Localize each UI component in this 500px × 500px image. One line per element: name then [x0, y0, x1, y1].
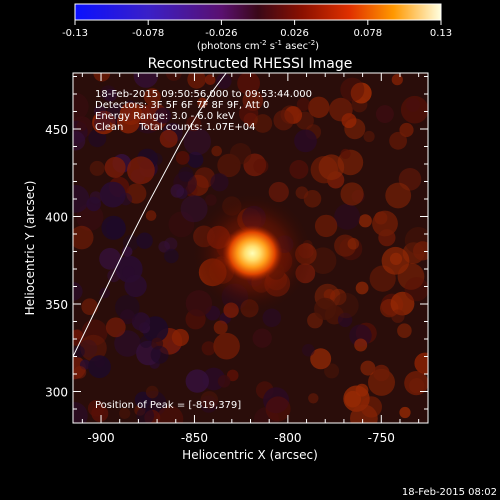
- y-tick-label: 450: [45, 123, 68, 137]
- colorbar-tick-label: 0.13: [430, 28, 452, 39]
- x-tick-label: -750: [368, 431, 395, 445]
- colorbar-tick-label: 0.078: [353, 28, 382, 39]
- annotation-line: Clean Total counts: 1.07E+04: [95, 122, 255, 133]
- colorbar-tick-label: 0.026: [280, 28, 309, 39]
- x-tick-label: -900: [87, 431, 114, 445]
- x-axis-label: Heliocentric X (arcsec): [182, 448, 318, 462]
- x-axis-ticks: -900 -850 -800 -750: [81, 73, 420, 445]
- y-tick-label: 300: [45, 386, 68, 400]
- y-axis-ticks: 300 350 400 450: [45, 76, 428, 410]
- x-tick-label: -850: [181, 431, 208, 445]
- chart-title: Reconstructed RHESSI Image: [148, 56, 353, 72]
- y-axis-label: Heliocentric Y (arcsec): [23, 181, 37, 316]
- peak-position-label: Position of Peak = [-819,379]: [95, 400, 241, 411]
- footer-timestamp: 18-Feb-2015 08:02: [402, 487, 497, 498]
- y-tick-label: 400: [45, 211, 68, 225]
- colorbar-tick-label: -0.13: [62, 28, 88, 39]
- solar-limb-line: [73, 73, 227, 357]
- annotation-block: 18-Feb-2015 09:50:56.000 to 09:53:44.000…: [95, 89, 312, 133]
- colorbar: [74, 3, 442, 21]
- colorbar-tick-label: -0.078: [132, 28, 164, 39]
- colorbar-label: (photons cm-2 s-1 asec-2): [197, 39, 319, 52]
- colorbar-tick-label: -0.026: [205, 28, 237, 39]
- heatmap-image: [73, 73, 428, 423]
- annotation-line: Detectors: 3F 5F 6F 7F 8F 9F, Att 0: [95, 100, 269, 111]
- annotation-line: Energy Range: 3.0 - 6.0 keV: [95, 111, 235, 122]
- y-tick-label: 350: [45, 298, 68, 312]
- x-tick-label: -800: [274, 431, 301, 445]
- peak-source: [222, 225, 283, 282]
- annotation-line: 18-Feb-2015 09:50:56.000 to 09:53:44.000: [95, 89, 312, 100]
- colorbar-ticks: -0.13 -0.078 -0.026 0.026 0.078 0.13: [62, 20, 452, 39]
